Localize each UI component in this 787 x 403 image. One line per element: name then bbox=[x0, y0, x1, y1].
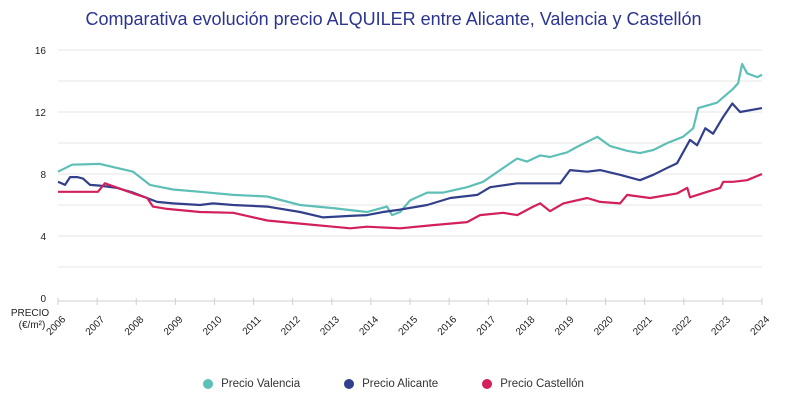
x-tick-label: 2010 bbox=[201, 314, 225, 338]
y-tick-label: 16 bbox=[35, 46, 47, 57]
x-tick-label: 2023 bbox=[709, 314, 733, 338]
gridlines bbox=[58, 49, 762, 268]
x-tick-label: 2020 bbox=[592, 314, 616, 338]
x-tick-label: 2022 bbox=[670, 314, 694, 338]
series-line-2 bbox=[58, 172, 763, 230]
x-tick-label: 2012 bbox=[279, 314, 303, 338]
x-tick-label: 2017 bbox=[475, 314, 499, 338]
legend-label: Precio Valencia bbox=[221, 378, 301, 390]
legend-item-valencia[interactable]: Precio Valencia bbox=[203, 378, 300, 390]
y-tick-label: 0 bbox=[40, 294, 46, 305]
y-tick-label: 12 bbox=[35, 108, 47, 119]
x-tick-label: 2021 bbox=[631, 314, 655, 338]
y-axis-label-line1: PRECIO bbox=[11, 308, 50, 319]
x-tick-label: 2016 bbox=[436, 314, 460, 338]
legend-item-castellon[interactable]: Precio Castellón bbox=[482, 378, 584, 390]
legend-item-alicante[interactable]: Precio Alicante bbox=[344, 378, 438, 390]
chart-title: Comparativa evolución precio ALQUILER en… bbox=[85, 9, 702, 29]
series-line-0 bbox=[57, 62, 763, 217]
x-axis: 2006 2007 2008 2009 2010 2011 2012 2013 2014 2015… bbox=[45, 298, 773, 338]
legend: Precio Valencia Precio Alicante Precio C… bbox=[0, 378, 787, 390]
x-tick-label: 2008 bbox=[123, 314, 147, 338]
legend-dot-icon bbox=[344, 379, 355, 389]
y-axis: 0 4 8 12 16 bbox=[35, 46, 47, 305]
legend-dot-icon bbox=[482, 379, 493, 389]
x-tick-label: 2009 bbox=[162, 314, 186, 338]
x-tick-label: 2018 bbox=[514, 314, 538, 338]
series-lines bbox=[57, 62, 763, 230]
legend-label: Precio Alicante bbox=[362, 378, 439, 390]
x-tick-label: 2014 bbox=[357, 314, 381, 338]
x-tick-label: 2007 bbox=[84, 314, 108, 338]
legend-label: Precio Castellón bbox=[500, 378, 584, 390]
legend-dot-icon bbox=[203, 379, 214, 389]
y-tick-label: 4 bbox=[40, 232, 46, 243]
x-tick-label: 2019 bbox=[553, 314, 577, 338]
y-axis-label-line2: (€/m²) bbox=[19, 320, 46, 331]
x-tick-label: 2015 bbox=[397, 314, 421, 338]
x-tick-label: 2024 bbox=[749, 314, 773, 338]
x-tick-label: 2011 bbox=[241, 314, 264, 337]
x-tick-label: 2013 bbox=[318, 314, 342, 338]
y-tick-label: 8 bbox=[40, 170, 46, 181]
